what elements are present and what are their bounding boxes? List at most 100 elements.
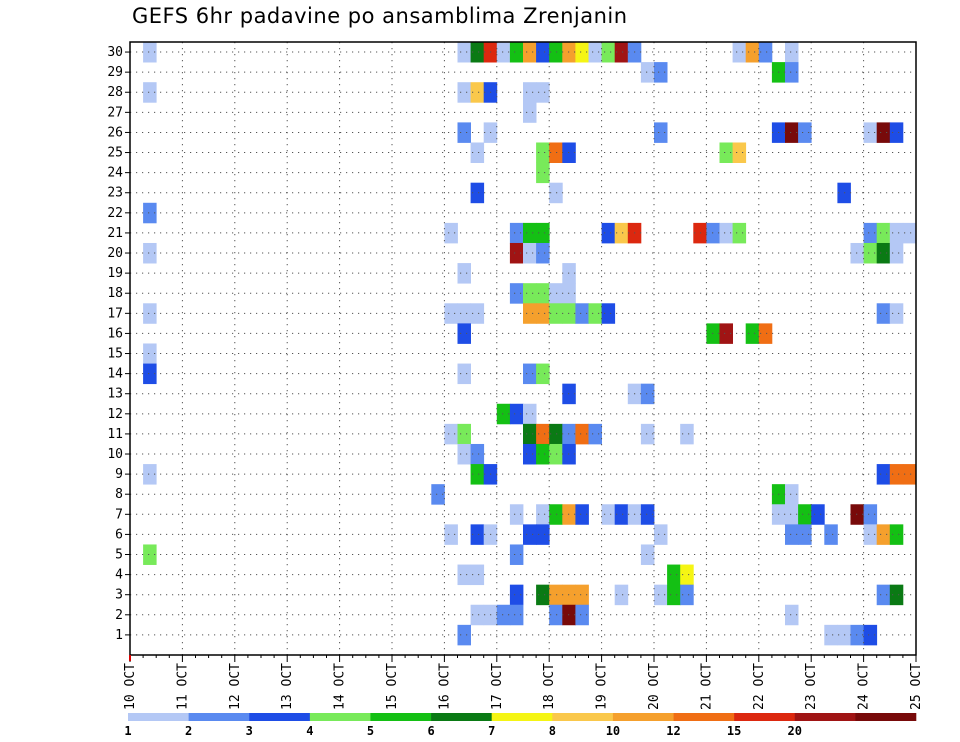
precip-cell	[876, 242, 891, 264]
precip-cell	[863, 222, 878, 244]
colorbar-swatch	[673, 713, 735, 721]
precip-cell	[143, 303, 157, 324]
cells-layer	[143, 42, 917, 646]
x-tick-label: 10 OCT	[123, 663, 138, 710]
precip-cell	[509, 283, 524, 304]
colorbar-swatch	[309, 713, 371, 721]
precip-cell	[536, 303, 550, 324]
precip-cell	[470, 464, 485, 485]
precip-cell	[902, 464, 917, 485]
precip-cell	[523, 222, 537, 244]
precip-cell	[509, 403, 524, 425]
precip-cell	[785, 62, 799, 83]
colorbar-swatch	[552, 713, 614, 721]
precip-cell	[732, 142, 747, 163]
precip-cell	[758, 42, 773, 63]
colorbar-swatch	[612, 713, 674, 721]
precip-cell	[143, 42, 157, 63]
colorbar-swatch	[128, 713, 189, 721]
precip-cell	[496, 403, 511, 425]
precip-cell	[785, 484, 799, 505]
precip-cell	[876, 303, 891, 324]
colorbar-label: 1	[124, 724, 131, 738]
colorbar-swatch	[794, 713, 856, 721]
precip-cell	[640, 423, 655, 445]
y-tick-label: 7	[115, 507, 123, 522]
precip-cell	[575, 604, 589, 626]
precip-cell	[850, 504, 864, 525]
precip-cell	[457, 323, 471, 344]
precip-cell	[876, 524, 891, 545]
x-axis: 10 OCT 11 OCT 12 OCT 13 OCT 14 OCT 15 OCT 16 O…	[123, 655, 924, 710]
precip-cell	[470, 142, 485, 163]
precip-cell	[863, 524, 878, 545]
precip-cell	[509, 584, 524, 606]
precip-cell	[470, 303, 485, 324]
precip-cell	[470, 42, 485, 63]
precip-cell	[640, 504, 655, 525]
colorbar-swatch	[431, 713, 492, 721]
x-tick-label: 14 OCT	[333, 663, 348, 710]
precip-cell	[457, 443, 471, 465]
precip-cell	[614, 504, 629, 525]
precip-cell	[889, 222, 904, 244]
y-tick-label: 17	[107, 306, 123, 321]
x-tick-label: 11 OCT	[175, 663, 190, 710]
precip-cell	[876, 122, 891, 143]
precip-cell	[549, 283, 563, 304]
precip-cell	[509, 544, 524, 565]
precip-cell	[457, 42, 471, 63]
precip-cell	[457, 564, 471, 586]
precip-cell	[509, 42, 524, 63]
x-tick-label: 20 OCT	[647, 663, 662, 710]
colorbar-swatch	[370, 713, 432, 721]
precip-cell	[614, 42, 629, 63]
y-tick-label: 21	[107, 226, 123, 241]
y-tick-label: 20	[107, 246, 123, 261]
precip-cell	[575, 584, 589, 606]
colorbar-label: 20	[788, 724, 802, 738]
precip-cell	[588, 303, 602, 324]
precip-cell	[640, 62, 655, 83]
colorbar-label: 3	[246, 724, 253, 738]
precip-cell	[509, 604, 524, 626]
precip-cell	[457, 82, 471, 103]
precip-cell	[470, 82, 485, 103]
precip-cell	[654, 122, 668, 143]
x-tick-label: 18 OCT	[542, 663, 557, 710]
precip-cell	[719, 222, 733, 244]
precip-cell	[798, 504, 812, 525]
colorbar-label: 6	[427, 724, 434, 738]
precip-cell	[719, 323, 733, 344]
precip-cell	[614, 222, 629, 244]
colorbar-label: 5	[367, 724, 374, 738]
colorbar-swatch	[734, 713, 796, 721]
precip-cell	[536, 162, 550, 184]
precip-cell	[523, 363, 537, 385]
y-tick-label: 11	[107, 427, 123, 442]
y-axis: 1234567891011121314151617181920212223242…	[107, 45, 130, 643]
precip-cell	[667, 564, 681, 586]
precip-cell	[601, 42, 616, 63]
y-tick-label: 26	[107, 125, 123, 140]
colorbar-label: 8	[549, 724, 556, 738]
y-tick-label: 29	[107, 65, 123, 80]
precip-cell	[863, 504, 878, 525]
precip-cell	[496, 42, 511, 63]
y-tick-label: 9	[115, 467, 123, 482]
precip-cell	[444, 423, 458, 445]
precip-cell	[889, 122, 904, 143]
precip-cell	[523, 303, 537, 324]
y-tick-label: 30	[107, 45, 123, 60]
precip-cell	[785, 524, 799, 545]
colorbar-label: 4	[306, 724, 313, 738]
precip-cell	[667, 584, 681, 606]
precip-cell	[536, 423, 550, 445]
precip-cell	[536, 283, 550, 304]
colorbar-label: 10	[606, 724, 620, 738]
precip-cell	[680, 564, 694, 586]
precip-cell	[575, 423, 589, 445]
precip-cell	[654, 584, 668, 606]
precip-cell	[549, 423, 563, 445]
